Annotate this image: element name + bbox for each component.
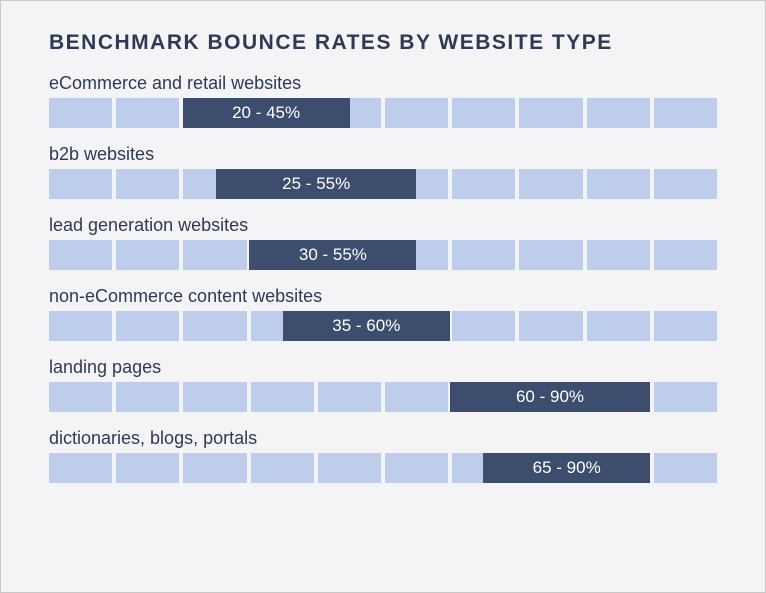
row-label: non-eCommerce content websites: [49, 286, 717, 307]
row-label: lead generation websites: [49, 215, 717, 236]
chart-row: dictionaries, blogs, portals 65 - 90%: [49, 428, 717, 483]
track-segment: [452, 98, 515, 128]
track-segment: [587, 311, 650, 341]
row-label: dictionaries, blogs, portals: [49, 428, 717, 449]
track-segment: [116, 453, 179, 483]
track-segment: [519, 311, 582, 341]
track-segment: [116, 240, 179, 270]
row-track: 20 - 45%: [49, 98, 717, 128]
track-segment: [251, 453, 314, 483]
track-segment: [49, 240, 112, 270]
track-segment: [452, 169, 515, 199]
track-segment: [116, 311, 179, 341]
track-segment: [654, 240, 717, 270]
track-segment: [587, 169, 650, 199]
range-bar: 20 - 45%: [183, 98, 350, 128]
row-label: landing pages: [49, 357, 717, 378]
track-segment: [385, 98, 448, 128]
range-bar: 35 - 60%: [283, 311, 450, 341]
row-track: 25 - 55%: [49, 169, 717, 199]
track-segment: [452, 311, 515, 341]
row-track: 35 - 60%: [49, 311, 717, 341]
track-segment: [654, 382, 717, 412]
track-segment: [49, 169, 112, 199]
track-segment: [318, 453, 381, 483]
track-segment: [519, 169, 582, 199]
track-segment: [654, 98, 717, 128]
row-label: b2b websites: [49, 144, 717, 165]
row-track: 65 - 90%: [49, 453, 717, 483]
range-bar: 65 - 90%: [483, 453, 650, 483]
track-segment: [519, 240, 582, 270]
track-segments: [49, 98, 717, 128]
track-segment: [587, 98, 650, 128]
chart-row: eCommerce and retail websites 20 - 45%: [49, 73, 717, 128]
row-track: 60 - 90%: [49, 382, 717, 412]
track-segment: [116, 98, 179, 128]
chart-row: non-eCommerce content websites 35 - 60%: [49, 286, 717, 341]
chart-row: landing pages 60 - 90%: [49, 357, 717, 412]
track-segment: [654, 169, 717, 199]
track-segment: [49, 311, 112, 341]
chart-row: lead generation websites 30 - 55%: [49, 215, 717, 270]
track-segment: [318, 382, 381, 412]
track-segment: [587, 240, 650, 270]
track-segment: [385, 382, 448, 412]
track-segment: [49, 382, 112, 412]
track-segment: [654, 453, 717, 483]
track-segment: [116, 169, 179, 199]
range-bar: 30 - 55%: [249, 240, 416, 270]
track-segment: [183, 453, 246, 483]
track-segment: [385, 453, 448, 483]
range-bar: 60 - 90%: [450, 382, 650, 412]
track-segment: [49, 453, 112, 483]
track-segment: [183, 240, 246, 270]
track-segment: [452, 240, 515, 270]
track-segment: [251, 382, 314, 412]
range-bar: 25 - 55%: [216, 169, 416, 199]
track-segment: [49, 98, 112, 128]
track-segment: [183, 311, 246, 341]
track-segment: [654, 311, 717, 341]
track-segment: [519, 98, 582, 128]
chart-row: b2b websites 25 - 55%: [49, 144, 717, 199]
chart-title: BENCHMARK BOUNCE RATES BY WEBSITE TYPE: [49, 31, 717, 55]
chart-rows: eCommerce and retail websites 20 - 45% b2b…: [49, 73, 717, 483]
row-track: 30 - 55%: [49, 240, 717, 270]
row-label: eCommerce and retail websites: [49, 73, 717, 94]
track-segment: [116, 382, 179, 412]
track-segment: [183, 382, 246, 412]
